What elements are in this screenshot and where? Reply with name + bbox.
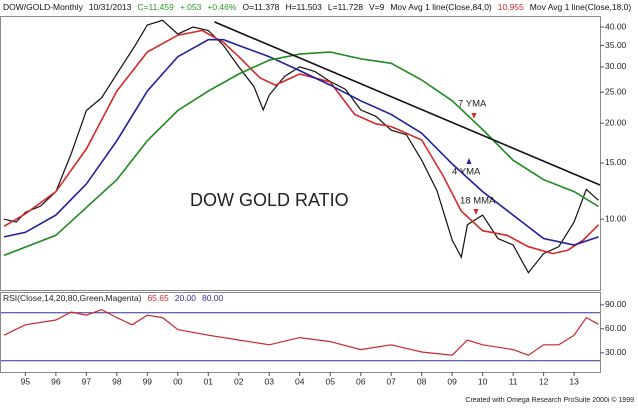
header-item: H=11.503: [285, 2, 322, 12]
header-item: C=11.459: [137, 2, 174, 12]
y-tick-label: 30.00: [605, 347, 627, 357]
series-line: [214, 21, 601, 186]
rsi-title: RSI(Close,14,20,80,Green,Magenta): [3, 293, 142, 303]
y-tick-label: 40.00: [605, 21, 627, 31]
rsi-panel: [0, 292, 601, 373]
header-item: V=9: [369, 2, 385, 12]
x-tick-label: 13: [569, 376, 579, 386]
rsi-level-label: 80.00: [202, 293, 224, 303]
header-item: 10/31/2013: [89, 2, 132, 12]
x-tick-label: 95: [21, 376, 31, 386]
series-annotation: 7 YMA: [458, 99, 487, 110]
chart-title: DOW GOLD RATIO: [190, 190, 349, 210]
y-tick-label: 15.00: [605, 157, 627, 167]
y-tick-label: 25.00: [605, 86, 627, 96]
footer: Created with Omega Research ProSuite 200…: [465, 396, 634, 404]
x-tick-label: 06: [356, 376, 366, 386]
x-tick-label: 02: [234, 376, 244, 386]
x-tick-label: 08: [417, 376, 427, 386]
x-tick-label: 98: [112, 376, 122, 386]
annotation-arrow: [466, 158, 472, 164]
x-tick-label: 00: [173, 376, 183, 386]
x-tick-label: 07: [386, 376, 396, 386]
series-line: [3, 308, 599, 356]
rsi-header: RSI(Close,14,20,80,Green,Magenta) 65.65 20…: [3, 293, 224, 303]
annotation-arrow: [473, 209, 479, 215]
rsi-level-label: 20.00: [175, 293, 197, 303]
rsi-value: 65.65: [147, 293, 169, 303]
header-item: L=11.728: [328, 2, 363, 12]
y-tick-label: 20.00: [605, 117, 627, 127]
header-item: +.053: [180, 2, 202, 12]
x-tick-label: 01: [204, 376, 214, 386]
series-line: [3, 51, 599, 257]
annotation-arrow: [471, 113, 477, 119]
x-tick-label: 03: [265, 376, 275, 386]
x-tick-label: 97: [82, 376, 92, 386]
header-value: 10.955: [498, 2, 524, 12]
header-item: +0.46%: [207, 2, 237, 12]
series-line: [3, 38, 599, 246]
x-tick-label: 11: [509, 376, 518, 386]
y-tick-label: 35.00: [605, 40, 627, 50]
x-tick-label: 09: [447, 376, 457, 386]
x-tick-label: 04: [295, 376, 305, 386]
x-tick-label: 99: [143, 376, 153, 386]
x-tick-label: 96: [51, 376, 61, 386]
price-panel: [0, 16, 601, 291]
y-tick-label: 60.00: [605, 323, 627, 333]
header-item: Mov Avg 1 line(Close,18,0): [530, 2, 632, 12]
header-item: DOW/GOLD-Monthly: [3, 2, 84, 12]
series-annotation: 18 MMA: [460, 196, 496, 207]
x-tick-label: 10: [478, 376, 488, 386]
header: DOW/GOLD-Monthly 10/31/2013 C=11.459 +.053 +…: [3, 2, 631, 12]
series-line: [3, 19, 599, 274]
series-annotation: 4 YMA: [452, 167, 481, 178]
y-tick-label: 90.00: [605, 299, 627, 309]
header-item: O=11.378: [242, 2, 279, 12]
x-tick-label: 12: [539, 376, 549, 386]
header-item: Mov Avg 1 line(Close,84,0): [390, 2, 492, 12]
series-line: [3, 29, 600, 255]
y-tick-label: 30.00: [605, 61, 627, 71]
x-tick-label: 05: [325, 376, 335, 386]
y-tick-label: 10.00: [605, 213, 627, 223]
